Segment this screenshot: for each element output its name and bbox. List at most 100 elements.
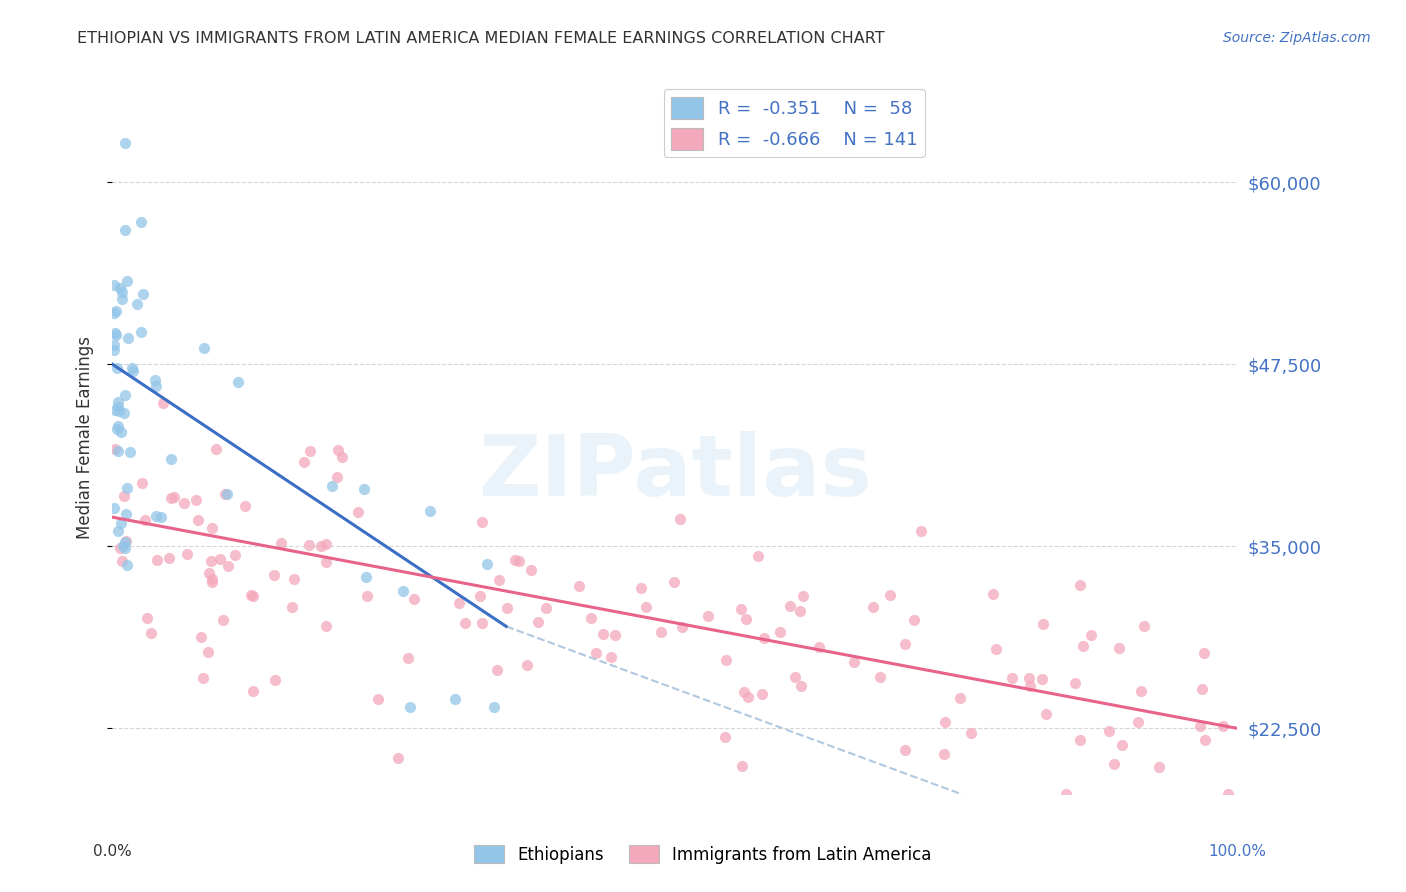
Point	[242, 684, 264, 698]
Point	[103, 306, 125, 320]
Point	[200, 554, 222, 568]
Point	[789, 604, 811, 618]
Point	[568, 579, 591, 593]
Point	[1063, 676, 1085, 690]
Point	[107, 395, 129, 409]
Point	[404, 592, 426, 607]
Point	[160, 451, 183, 466]
Point	[121, 364, 143, 378]
Point	[136, 610, 159, 624]
Point	[270, 536, 292, 550]
Point	[299, 444, 322, 458]
Y-axis label: Median Female Earnings: Median Female Earnings	[76, 335, 94, 539]
Point	[488, 573, 510, 587]
Point	[233, 499, 256, 513]
Point	[321, 479, 343, 493]
Text: 100.0%: 100.0%	[1208, 844, 1267, 859]
Point	[599, 650, 621, 665]
Point	[1191, 682, 1213, 697]
Point	[103, 403, 125, 417]
Point	[508, 554, 530, 568]
Point	[108, 541, 131, 555]
Point	[1069, 578, 1091, 592]
Point	[110, 554, 132, 568]
Point	[191, 671, 214, 685]
Point	[115, 274, 138, 288]
Point	[118, 445, 141, 459]
Point	[280, 599, 302, 614]
Point	[115, 507, 138, 521]
Point	[326, 469, 349, 483]
Point	[1080, 627, 1102, 641]
Point	[471, 515, 494, 529]
Point	[103, 500, 125, 515]
Point	[495, 601, 517, 615]
Text: ETHIOPIAN VS IMMIGRANTS FROM LATIN AMERICA MEDIAN FEMALE EARNINGS CORRELATION CH: ETHIOPIAN VS IMMIGRANTS FROM LATIN AMERI…	[77, 31, 884, 46]
Point	[176, 547, 198, 561]
Point	[697, 609, 720, 624]
Point	[579, 611, 602, 625]
Point	[932, 747, 955, 761]
Point	[734, 612, 756, 626]
Point	[1031, 616, 1053, 631]
Point	[981, 587, 1004, 601]
Point	[193, 341, 215, 355]
Point	[110, 516, 132, 530]
Point	[315, 555, 337, 569]
Point	[173, 496, 195, 510]
Point	[108, 281, 131, 295]
Point	[1102, 756, 1125, 771]
Point	[159, 550, 181, 565]
Point	[114, 388, 136, 402]
Point	[1126, 714, 1149, 729]
Point	[482, 699, 505, 714]
Point	[103, 343, 125, 358]
Point	[471, 616, 494, 631]
Point	[769, 625, 792, 640]
Point	[714, 653, 737, 667]
Point	[737, 690, 759, 704]
Point	[807, 640, 830, 655]
Point	[785, 670, 807, 684]
Point	[204, 442, 226, 456]
Point	[879, 588, 901, 602]
Point	[650, 625, 672, 640]
Point	[1212, 719, 1234, 733]
Point	[447, 596, 470, 610]
Point	[396, 651, 419, 665]
Point	[107, 524, 129, 539]
Point	[105, 361, 128, 376]
Point	[520, 563, 543, 577]
Point	[960, 726, 983, 740]
Point	[630, 581, 652, 595]
Point	[114, 534, 136, 549]
Point	[127, 297, 149, 311]
Point	[115, 482, 138, 496]
Point	[103, 338, 125, 352]
Point	[592, 627, 614, 641]
Point	[1189, 719, 1212, 733]
Point	[603, 628, 626, 642]
Point	[104, 326, 127, 340]
Point	[1147, 760, 1170, 774]
Point	[1194, 732, 1216, 747]
Point	[103, 277, 125, 292]
Point	[214, 487, 236, 501]
Point	[419, 504, 441, 518]
Point	[1001, 671, 1024, 685]
Point	[198, 566, 221, 581]
Point	[145, 378, 167, 392]
Point	[190, 630, 212, 644]
Point	[844, 655, 866, 669]
Point	[984, 642, 1007, 657]
Point	[392, 584, 415, 599]
Point	[104, 442, 127, 456]
Point	[212, 613, 235, 627]
Point	[326, 442, 349, 457]
Point	[356, 589, 378, 603]
Point	[754, 632, 776, 646]
Point	[527, 615, 550, 629]
Point	[387, 751, 409, 765]
Point	[115, 558, 138, 573]
Point	[1216, 787, 1239, 801]
